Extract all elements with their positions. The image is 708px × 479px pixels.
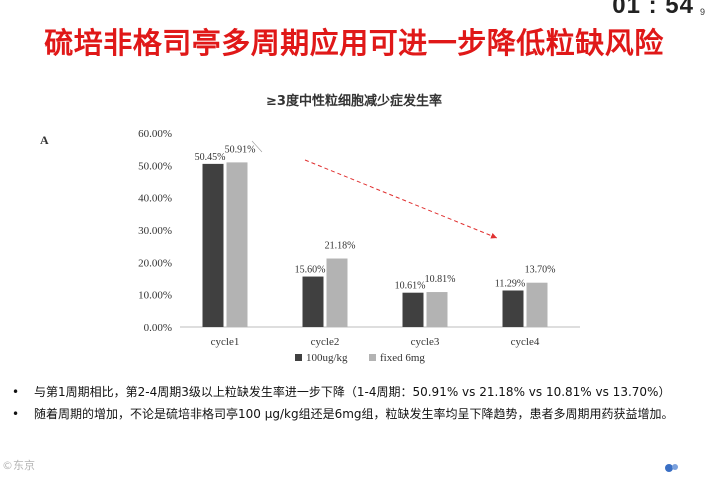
page-number: 9 (699, 7, 705, 17)
x-tick-label: cycle3 (411, 336, 440, 348)
data-label: 50.45% (195, 152, 226, 163)
bullet-text: 与第1周期相比，第2-4周期3级以上粒缺发生率进一步下降（1-4周期：50.91… (34, 385, 671, 399)
bar (426, 292, 448, 327)
y-tick-label: 50.00% (138, 160, 172, 172)
chart-container: ≥3度中性粒细胞减少症发生率 A 0.00% 10.00% 20.00% 30.00%… (0, 80, 708, 380)
legend-swatch (295, 354, 302, 361)
watermark-logo: ©东京 (2, 459, 35, 472)
countdown-timer: 01 : 54 (612, 0, 694, 19)
chart-title: ≥3度中性粒细胞减少症发生率 (266, 94, 442, 109)
bullet-list: • 与第1周期相比，第2-4周期3级以上粒缺发生率进一步下降（1-4周期：50.… (8, 382, 698, 426)
bar (402, 292, 424, 327)
bullet-dot: • (12, 385, 20, 399)
bullet-text: 随着周期的增加，不论是硫培非格司亭100 μg/kg组还是6mg组，粒缺发生率均… (34, 407, 674, 421)
trend-arrow (304, 159, 498, 239)
data-label: 15.60% (295, 265, 326, 276)
data-label: 50.91% (225, 144, 256, 155)
slide-title: 硫培非格司亭多周期应用可进一步降低粒缺风险 (44, 26, 664, 60)
panel-label: A (40, 133, 49, 147)
y-tick-label: 30.00% (138, 225, 172, 237)
x-tick-label: cycle4 (511, 336, 540, 348)
bar (302, 276, 324, 327)
bar (326, 258, 348, 327)
y-tick-label: 40.00% (138, 193, 172, 205)
corner-logo-icon (665, 464, 678, 472)
data-label: 10.81% (425, 274, 456, 285)
data-label: 11.29% (495, 278, 525, 289)
bar (526, 282, 548, 327)
bullet-item: • 与第1周期相比，第2-4周期3级以上粒缺发生率进一步下降（1-4周期：50.… (8, 382, 698, 403)
bullet-item: • 随着周期的增加，不论是硫培非格司亭100 μg/kg组还是6mg组，粒缺发生… (8, 404, 698, 425)
data-label: 21.18% (325, 241, 356, 252)
legend-swatch (369, 354, 376, 361)
legend-label: 100ug/kg (306, 352, 348, 364)
bar-chart: 0.00% 10.00% 20.00% 30.00% 40.00% 50.00% 60.00… (138, 128, 580, 364)
y-tick-label: 20.00% (138, 257, 172, 269)
y-tick-label: 60.00% (138, 128, 172, 140)
data-label: 13.70% (525, 265, 556, 276)
data-label: 10.61% (395, 281, 426, 292)
label-leader-line (251, 140, 263, 153)
y-tick-label: 0.00% (144, 322, 172, 334)
bar (202, 163, 224, 327)
bullet-dot: • (12, 407, 20, 421)
bar (226, 162, 248, 327)
x-tick-label: cycle1 (211, 336, 240, 348)
bar (502, 290, 524, 327)
y-tick-label: 10.00% (138, 290, 172, 302)
x-tick-label: cycle2 (311, 336, 340, 348)
legend-label: fixed 6mg (380, 352, 425, 364)
